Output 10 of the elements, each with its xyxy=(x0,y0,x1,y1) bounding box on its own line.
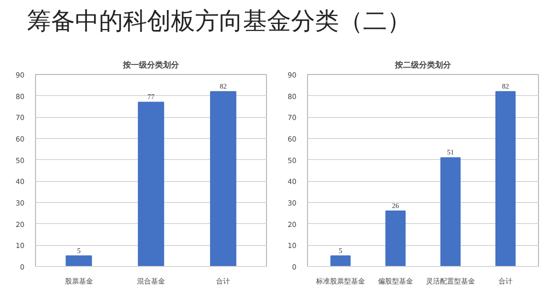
text: 筹备中的科创板方向基金分类（二） xyxy=(27,6,411,37)
bar xyxy=(495,91,516,266)
bar xyxy=(330,255,351,266)
bar xyxy=(210,91,236,266)
bar xyxy=(440,157,461,266)
chart-title: 按二级分类划分 xyxy=(394,60,452,70)
bar xyxy=(138,102,164,266)
chart-title: 按一级分类划分 xyxy=(122,60,180,70)
bar xyxy=(385,210,406,266)
bar xyxy=(66,255,92,266)
